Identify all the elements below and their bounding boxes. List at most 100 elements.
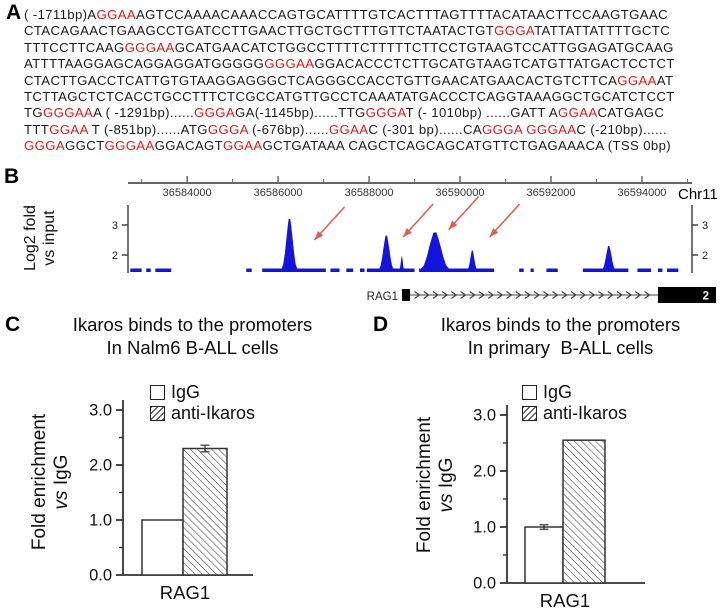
peak-arrow bbox=[402, 203, 434, 238]
chromosome-label: Chr11 bbox=[678, 186, 718, 203]
sequence-text: AGTCCAAAACAAACCAGTGCATTTTGTCACTTTAGTTTTA… bbox=[136, 7, 668, 22]
panel-c-title-line1: Ikaros binds to the promoters bbox=[72, 314, 313, 335]
x-tick-label: 36594000 bbox=[617, 187, 666, 199]
anti-ikaros-label: anti-Ikaros bbox=[543, 402, 628, 423]
legend-item-igg: IgG bbox=[150, 382, 255, 402]
exon2-label: 2 bbox=[703, 291, 709, 303]
sequence-text: C (-301 bp)......CA bbox=[368, 121, 483, 137]
peak-arrowhead bbox=[448, 220, 458, 230]
baseline-segment bbox=[637, 268, 652, 272]
baseline-segment bbox=[346, 268, 354, 272]
strand-chevron bbox=[542, 291, 550, 299]
baseline-segment bbox=[419, 268, 495, 272]
sequence-text: T (- 1010bp) ......GATT A bbox=[405, 105, 558, 121]
strand-chevron bbox=[634, 291, 642, 299]
strand-chevron bbox=[469, 291, 476, 299]
legend-item-anti-ikaros: anti-Ikaros bbox=[150, 403, 255, 423]
x-category-label: RAG1 bbox=[540, 590, 590, 611]
ggaa-motif: GGGAA bbox=[43, 105, 94, 121]
strand-chevron bbox=[644, 291, 651, 299]
ggaa-motif: GGGAA bbox=[104, 138, 155, 154]
igg-swatch bbox=[522, 384, 537, 400]
baseline-segment bbox=[246, 268, 252, 272]
strand-chevron bbox=[607, 291, 614, 299]
x-tick-label: 36590000 bbox=[436, 187, 485, 199]
sequence-line: TTTGGAA T (-851bp)......ATGGGGA (-676bp)… bbox=[24, 122, 727, 138]
sequence-text: TCTTAGCTCTCACCTGCCTTTCTCGCCATGTTGCCTCAAA… bbox=[24, 89, 675, 105]
legend-item-anti-ikaros: anti-Ikaros bbox=[522, 403, 627, 423]
c-y-axis-label-line1: Fold enrichment bbox=[29, 413, 50, 551]
strand-chevron bbox=[460, 291, 467, 299]
sequence-text: A ( -1291bp)...... bbox=[93, 105, 194, 121]
chip-peak bbox=[467, 250, 478, 270]
anti-ikaros-swatch bbox=[522, 405, 537, 421]
bar-igg bbox=[141, 519, 184, 576]
panel-d-label: D bbox=[373, 313, 389, 336]
baseline-segment bbox=[657, 268, 663, 272]
bar-igg bbox=[524, 526, 564, 584]
sequence-text: GGACACCCTCTTGCATGTAAGTCATGTTATGACTCCTCT bbox=[314, 56, 675, 72]
strand-chevron bbox=[441, 291, 449, 299]
gene-track: RAG1 2 bbox=[367, 287, 716, 303]
y-tick-label: 2.0 bbox=[89, 457, 112, 475]
error-bar bbox=[200, 444, 210, 453]
strand-chevron bbox=[478, 291, 485, 299]
ggaa-motif: GGGAA bbox=[264, 56, 315, 72]
strand-chevron bbox=[423, 291, 430, 299]
panel-b-label: B bbox=[4, 165, 20, 188]
igg-swatch bbox=[150, 384, 165, 400]
sequence-text: TATTATTATTTTGCTC bbox=[534, 23, 671, 39]
sequence-line: TTTCCTTCAAGGGGAAGCATGAACATCTGGCCTTTTCTTT… bbox=[24, 40, 727, 56]
bar-anti-ikaros bbox=[182, 447, 228, 576]
strand-chevron bbox=[450, 291, 458, 299]
strand-chevron bbox=[515, 291, 522, 299]
y-tick-label: 0.0 bbox=[473, 575, 496, 593]
sequence-line: ( -1711bp)AGGAAAGTCCAAAACAAACCAGTGCATTTT… bbox=[24, 7, 727, 23]
y-tick-label: 3.0 bbox=[89, 402, 112, 420]
sequence-text: CTACTTGACCTCATTGTGTAAGGAGGGCTCAGGGCCACCT… bbox=[24, 72, 618, 88]
y-tick-label: 2 bbox=[702, 250, 708, 262]
baseline-segment bbox=[359, 268, 365, 272]
baseline-segment bbox=[530, 268, 534, 272]
sequence-text: (-676bp)...... bbox=[248, 121, 329, 137]
strand-chevron bbox=[487, 291, 495, 299]
sequence-text: AT bbox=[656, 72, 674, 88]
strand-chevron bbox=[598, 291, 605, 299]
peak-arrow bbox=[313, 206, 346, 241]
strand-chevron bbox=[616, 291, 623, 299]
ggaa-motif: GGGAA bbox=[124, 39, 175, 55]
peak-arrow bbox=[489, 203, 521, 238]
panel-c-legend: IgG anti-Ikaros bbox=[150, 382, 255, 424]
anti-ikaros-label: anti-Ikaros bbox=[171, 402, 256, 423]
panel-d-title-line1: Ikaros binds to the promoters bbox=[440, 314, 681, 335]
panel-c-label: C bbox=[5, 313, 21, 336]
igg-label: IgG bbox=[543, 381, 573, 402]
ggaa-motif: GGAA bbox=[49, 121, 88, 137]
chip-peak bbox=[601, 246, 616, 270]
y-tick-label: 3.0 bbox=[473, 407, 496, 425]
y-tick-label: 0.0 bbox=[89, 567, 112, 585]
chipseq-coverage-track: 36584000 36586000 36588000 36590000 36592000… bbox=[112, 176, 718, 303]
panel-d-legend: IgG anti-Ikaros bbox=[522, 382, 627, 424]
strand-chevron bbox=[496, 291, 504, 299]
sequence-text: TTT bbox=[24, 121, 50, 137]
baseline-segment bbox=[262, 268, 326, 272]
sequence-text: CTACAGAACTGAAGCCTGATCCTTGAACTTGCTGCTTTGT… bbox=[24, 23, 495, 39]
baseline-segment bbox=[146, 268, 151, 272]
ggaa-motif: GGGA bbox=[207, 121, 249, 137]
baseline-segment bbox=[130, 268, 142, 272]
panel-c-title-line2: In Nalm6 B-ALL cells bbox=[106, 337, 279, 358]
baseline-segment bbox=[519, 268, 524, 272]
panel-d-title-line2: In primary B-ALL cells bbox=[467, 337, 654, 358]
chip-peak bbox=[281, 219, 298, 270]
coverage-signal bbox=[130, 219, 679, 272]
baseline-segment bbox=[330, 268, 340, 272]
y-tick-label: 3 bbox=[702, 220, 708, 232]
bar-anti-ikaros bbox=[562, 439, 606, 584]
ggaa-motif: GGAA bbox=[223, 138, 263, 154]
strand-chevron bbox=[432, 291, 439, 299]
promoter-sequence: ( -1711bp)AGGAAAGTCCAAAACAAACCAGTGCATTTT… bbox=[24, 7, 727, 155]
baseline-segment bbox=[582, 268, 629, 272]
x-tick-label: 36592000 bbox=[527, 187, 576, 199]
y-tick-label: 2 bbox=[112, 250, 118, 262]
